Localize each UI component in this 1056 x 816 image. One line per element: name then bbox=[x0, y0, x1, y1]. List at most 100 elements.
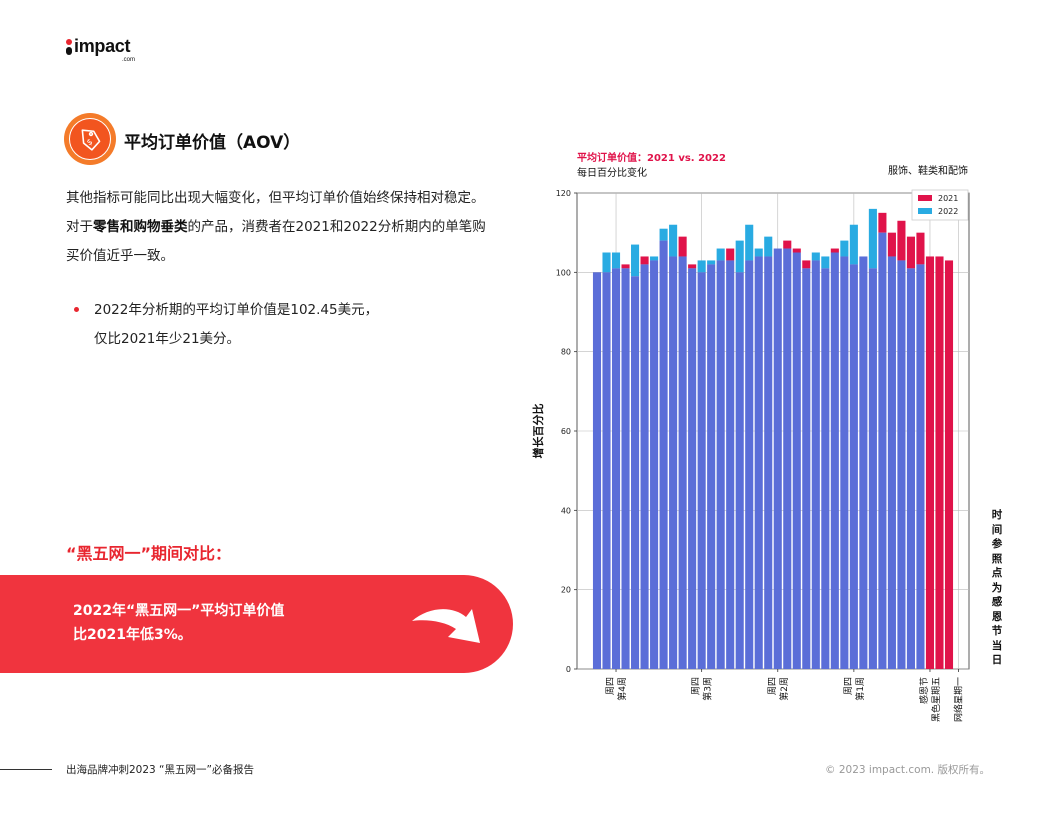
x-tick-label: 感恩节 bbox=[918, 677, 930, 704]
bar bbox=[754, 256, 763, 669]
y-tick-label: 100 bbox=[556, 268, 571, 277]
bullet-line: 仅比2021年少21美分。 bbox=[94, 331, 241, 347]
bar-excess bbox=[792, 248, 801, 253]
bar bbox=[849, 264, 858, 669]
bar bbox=[897, 260, 906, 669]
bar bbox=[906, 268, 915, 669]
y-tick-label: 0 bbox=[566, 665, 571, 674]
bar-excess bbox=[688, 264, 697, 269]
bar bbox=[830, 252, 839, 669]
bar bbox=[688, 268, 697, 669]
bar-excess bbox=[621, 264, 630, 269]
bar-excess bbox=[916, 232, 925, 265]
x-tick-label: 第3周 bbox=[702, 677, 714, 701]
logo-stem bbox=[66, 47, 72, 55]
bar-excess bbox=[745, 224, 754, 261]
bar bbox=[640, 264, 649, 669]
chart-ylabel: 增长百分比 bbox=[531, 404, 545, 459]
logo-word: impact bbox=[74, 36, 131, 56]
intro-paragraph: 其他指标可能同比出现大幅变化，但平均订单价值始终保持相对稳定。 对于零售和购物垂… bbox=[66, 184, 526, 271]
price-tag-icon: $ bbox=[81, 129, 101, 151]
bullet-line: 2022年分析期的平均订单价值是102.45美元， bbox=[94, 302, 379, 318]
bar-excess bbox=[821, 256, 830, 269]
bar-excess bbox=[887, 232, 896, 257]
bar-excess bbox=[830, 248, 839, 253]
chart-vertical-xlabel: 时间参照点为感恩节当日 bbox=[991, 509, 1003, 666]
bar-excess bbox=[925, 256, 935, 669]
y-tick-label: 120 bbox=[556, 189, 571, 198]
bar-excess bbox=[897, 220, 906, 261]
chart-category-label: 服饰、鞋类和配饰 bbox=[888, 164, 968, 177]
bar bbox=[716, 260, 725, 669]
logo-sub: .com bbox=[122, 57, 136, 63]
chart-legend: 2021 2022 bbox=[911, 189, 969, 221]
bar bbox=[859, 256, 868, 669]
aov-chart: 平均订单价值：2021 vs. 2022 每日百分比变化 服饰、鞋类和配饰 0 2… bbox=[524, 144, 1010, 754]
bar-excess bbox=[878, 212, 887, 233]
bar-excess bbox=[659, 228, 668, 241]
y-tick-label: 40 bbox=[561, 506, 571, 515]
bar-excess bbox=[802, 260, 811, 269]
chart-subtitle: 每日百分比变化 bbox=[577, 166, 647, 179]
logo-dot bbox=[66, 39, 72, 45]
bar bbox=[621, 268, 630, 669]
bar bbox=[726, 260, 735, 669]
y-tick-label: 20 bbox=[561, 586, 571, 595]
bar-excess bbox=[944, 260, 954, 669]
bar-excess bbox=[783, 240, 792, 249]
bar bbox=[678, 256, 687, 669]
bar-excess bbox=[764, 236, 773, 257]
bar-excess bbox=[868, 208, 877, 269]
bar bbox=[792, 252, 801, 669]
bullet-text: 2022年分析期的平均订单价值是102.45美元， 仅比2021年少21美分。 bbox=[94, 296, 424, 354]
bar bbox=[611, 268, 621, 669]
bar-excess bbox=[716, 248, 725, 261]
paragraph-bold: 零售和购物垂类 bbox=[93, 219, 188, 235]
paragraph-line: 对于零售和购物垂类的产品，消费者在2021和2022分析期内的单笔购 bbox=[66, 213, 526, 242]
bar-excess bbox=[669, 224, 678, 257]
bar-excess bbox=[602, 252, 611, 273]
bullet-dot bbox=[74, 307, 79, 312]
bar bbox=[783, 248, 792, 669]
bar-excess bbox=[906, 236, 915, 269]
bar-excess bbox=[631, 244, 640, 277]
bar-excess bbox=[754, 248, 763, 257]
x-tick-label: 周四 bbox=[691, 677, 702, 695]
bar bbox=[631, 276, 640, 669]
bar-excess bbox=[935, 256, 944, 669]
footer-rule bbox=[0, 769, 52, 770]
legend-swatch-2022 bbox=[918, 208, 932, 214]
paragraph-line: 买价值近乎一致。 bbox=[66, 248, 174, 264]
bar bbox=[821, 268, 830, 669]
y-tick-label: 60 bbox=[561, 427, 571, 436]
footer-title: 出海品牌冲刺2023 “黑五网一”必备报告 bbox=[66, 764, 254, 776]
bar-excess bbox=[840, 240, 849, 257]
bar bbox=[650, 260, 659, 669]
legend-swatch-2021 bbox=[918, 195, 932, 201]
bar-excess bbox=[611, 252, 621, 269]
x-tick-label: 第1周 bbox=[854, 677, 866, 701]
section-title: 平均订单价值（AOV） bbox=[124, 133, 301, 153]
banner-text: 2022年“黑五网一”平均订单价值 比2021年低3%。 bbox=[73, 599, 373, 647]
bar bbox=[811, 260, 820, 669]
bar bbox=[802, 268, 811, 669]
paragraph-text: 对于 bbox=[66, 219, 93, 235]
bar bbox=[602, 272, 611, 669]
legend-label-2022: 2022 bbox=[938, 207, 958, 216]
bar bbox=[916, 264, 925, 669]
x-tick-label: 第2周 bbox=[778, 677, 790, 701]
bar-excess bbox=[707, 260, 716, 265]
arrow-down-right-icon bbox=[412, 609, 480, 643]
bar-excess bbox=[640, 256, 649, 265]
y-tick-label: 80 bbox=[561, 348, 571, 357]
bar bbox=[868, 268, 877, 669]
bar bbox=[707, 264, 716, 669]
chart-svg: 平均订单价值：2021 vs. 2022 每日百分比变化 服饰、鞋类和配饰 0 2… bbox=[531, 151, 970, 722]
bar bbox=[840, 256, 849, 669]
x-tick-label: 网络星期一 bbox=[953, 677, 965, 722]
bf-banner: 2022年“黑五网一”平均订单价值 比2021年低3%。 bbox=[0, 575, 513, 673]
x-tick-label: 第4周 bbox=[616, 677, 628, 701]
chart-title: 平均订单价值：2021 vs. 2022 bbox=[577, 151, 726, 164]
x-tick-label: 周四 bbox=[767, 677, 778, 695]
bar bbox=[745, 260, 754, 669]
